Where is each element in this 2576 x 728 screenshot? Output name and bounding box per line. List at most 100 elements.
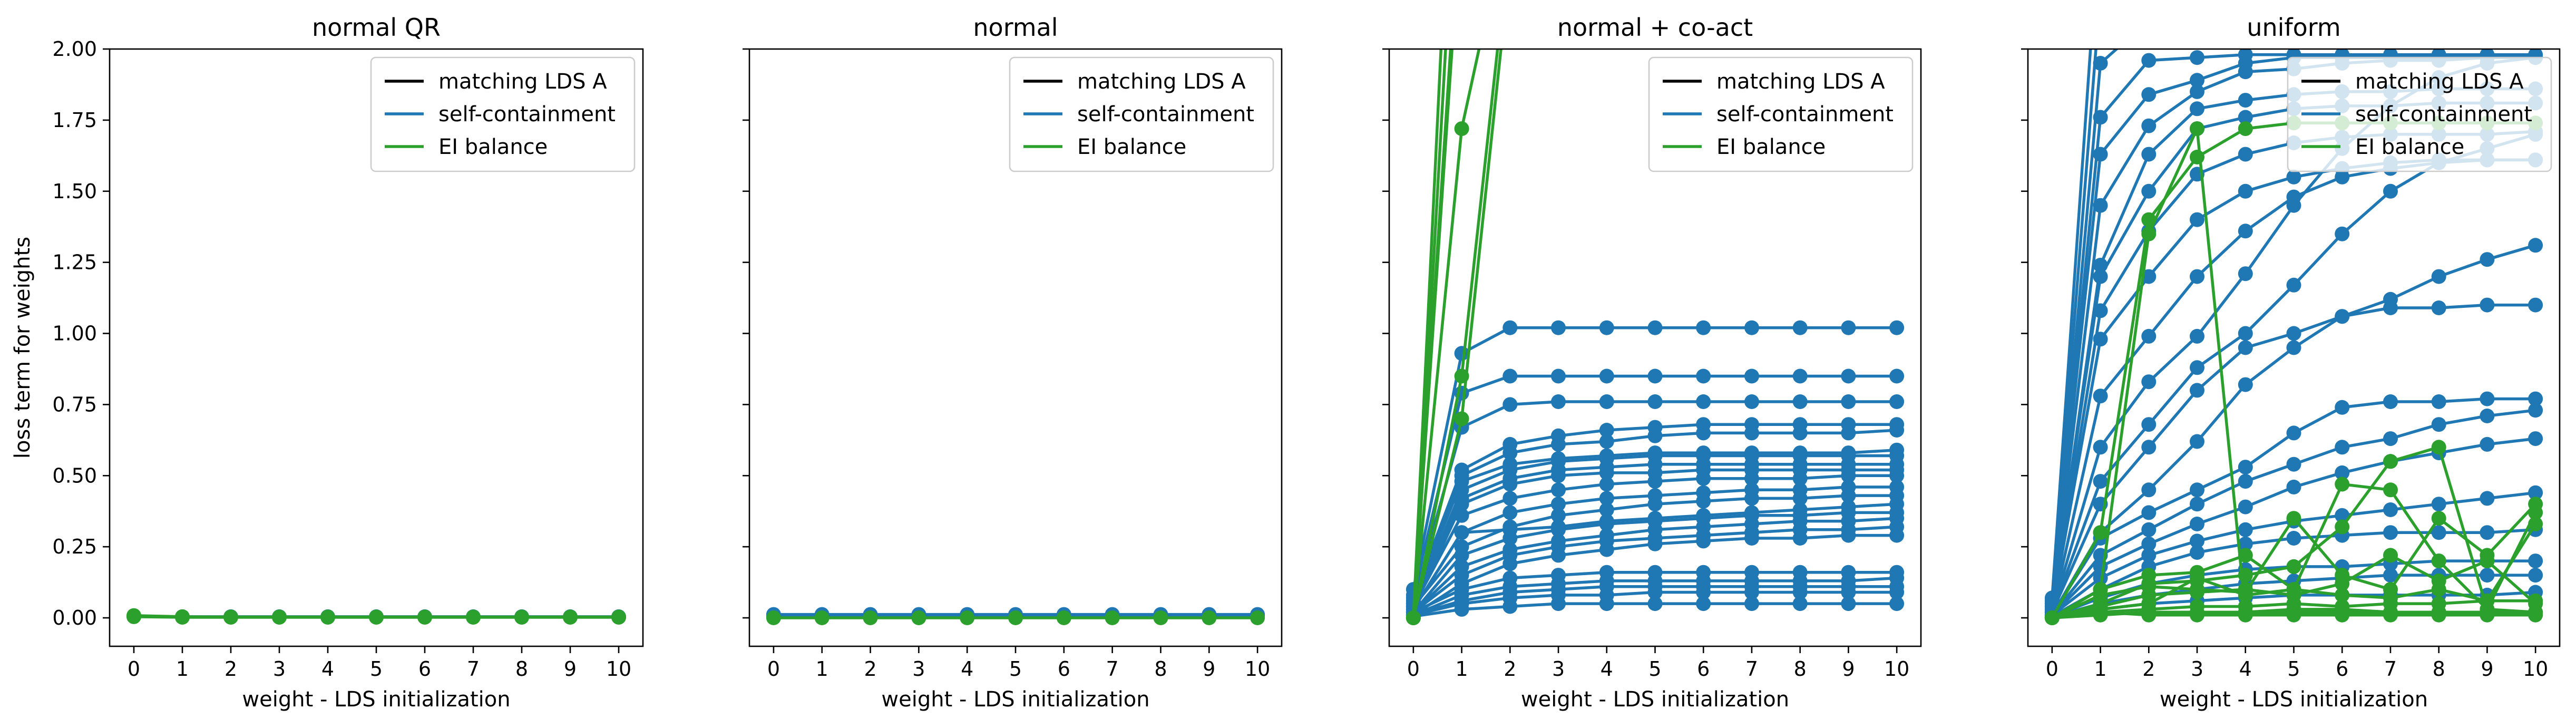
data-point bbox=[1744, 368, 1759, 384]
data-point bbox=[2190, 533, 2204, 549]
series-line bbox=[2051, 49, 2097, 601]
x-axis-label: weight - LDS initialization bbox=[881, 687, 1149, 712]
data-point bbox=[2093, 332, 2108, 347]
y-tick-label: 1.25 bbox=[52, 251, 97, 274]
x-tick-label: 10 bbox=[1884, 657, 1909, 681]
data-point bbox=[2286, 607, 2301, 623]
x-tick-label: 5 bbox=[370, 657, 383, 681]
data-point bbox=[2190, 360, 2204, 375]
x-tick-label: 2 bbox=[2142, 657, 2155, 681]
data-point bbox=[2480, 409, 2495, 423]
data-point bbox=[1841, 596, 1856, 611]
legend-label: self-containment bbox=[438, 102, 616, 127]
data-point bbox=[2141, 440, 2157, 455]
data-point bbox=[863, 610, 878, 625]
x-tick-label: 7 bbox=[1745, 657, 1758, 681]
data-point bbox=[1841, 468, 1856, 483]
x-tick-label: 10 bbox=[2523, 657, 2548, 681]
x-tick-label: 3 bbox=[273, 657, 286, 681]
data-point bbox=[1889, 585, 1905, 600]
data-point bbox=[2431, 417, 2446, 432]
data-point bbox=[223, 610, 238, 625]
data-point bbox=[1744, 425, 1759, 441]
data-point bbox=[960, 610, 975, 625]
data-point bbox=[2383, 300, 2398, 315]
data-point bbox=[1647, 368, 1663, 384]
data-point bbox=[2093, 147, 2108, 162]
data-point bbox=[1696, 585, 1711, 600]
data-point bbox=[2141, 482, 2157, 498]
x-tick-label: 6 bbox=[418, 657, 431, 681]
data-point bbox=[2335, 576, 2350, 591]
x-tick-label: 7 bbox=[1106, 657, 1119, 681]
data-point bbox=[1599, 320, 1614, 335]
data-point bbox=[2238, 340, 2253, 355]
data-point bbox=[2286, 198, 2301, 213]
data-point bbox=[1744, 491, 1759, 506]
data-point bbox=[2141, 183, 2157, 199]
data-point bbox=[1551, 497, 1566, 512]
data-point bbox=[2238, 183, 2253, 199]
data-point bbox=[814, 610, 830, 625]
legend-label: EI balance bbox=[1077, 135, 1186, 159]
data-point bbox=[1744, 394, 1759, 409]
data-point bbox=[1889, 320, 1905, 335]
data-point bbox=[2335, 440, 2350, 455]
data-point bbox=[417, 610, 432, 625]
x-tick-label: 5 bbox=[1648, 657, 1661, 681]
data-point bbox=[2528, 431, 2543, 446]
data-point bbox=[2190, 101, 2204, 117]
x-tick-label: 0 bbox=[767, 657, 780, 681]
y-tick-label: 1.50 bbox=[52, 180, 97, 203]
data-point bbox=[2141, 87, 2157, 102]
data-point bbox=[2141, 328, 2157, 344]
data-point bbox=[1454, 601, 1469, 617]
chart-title: uniform bbox=[2247, 13, 2340, 42]
data-point bbox=[2190, 570, 2204, 586]
legend-label: EI balance bbox=[438, 135, 548, 159]
data-point bbox=[2190, 328, 2204, 344]
x-tick-label: 0 bbox=[128, 657, 140, 681]
data-point bbox=[1647, 585, 1663, 600]
y-tick-label: 0.25 bbox=[52, 535, 97, 558]
data-point bbox=[1008, 610, 1023, 625]
data-point bbox=[1647, 596, 1663, 611]
legend: matching LDS A self-containment EI balance bbox=[2287, 56, 2552, 172]
data-point bbox=[2141, 522, 2157, 537]
x-tick-label: 6 bbox=[1697, 657, 1710, 681]
data-point bbox=[1502, 477, 1518, 492]
chart-panel: 0 1 2 3 4 5 6 7 8 9 10 normal weight - LDS initializ… bbox=[743, 13, 1283, 712]
data-point bbox=[2093, 525, 2108, 540]
data-point bbox=[1502, 491, 1518, 506]
x-tick-label: 5 bbox=[2287, 657, 2300, 681]
data-point bbox=[2141, 53, 2157, 68]
data-point bbox=[2141, 374, 2157, 390]
data-point bbox=[2044, 610, 2060, 625]
data-point bbox=[1841, 585, 1856, 600]
data-point bbox=[1551, 320, 1566, 335]
data-point bbox=[2383, 183, 2398, 199]
data-point bbox=[1454, 497, 1469, 512]
data-point bbox=[2093, 389, 2108, 404]
data-point bbox=[2431, 394, 2446, 409]
data-point bbox=[2190, 269, 2204, 284]
data-point bbox=[1841, 488, 1856, 503]
data-point bbox=[514, 610, 529, 625]
data-point bbox=[2431, 525, 2446, 540]
data-point bbox=[1454, 411, 1469, 426]
data-point bbox=[2141, 417, 2157, 432]
data-point bbox=[175, 610, 190, 625]
data-point bbox=[1792, 425, 1808, 441]
data-point bbox=[1792, 394, 1808, 409]
data-point bbox=[1647, 474, 1663, 489]
data-point bbox=[1551, 482, 1566, 498]
data-point bbox=[1599, 596, 1614, 611]
chart-panel: 0 1 2 3 4 5 6 7 8 9 10 normal + co-act weight - LDS … bbox=[1382, 13, 1922, 712]
data-point bbox=[2093, 269, 2108, 284]
data-point bbox=[2190, 517, 2204, 531]
data-point bbox=[2238, 377, 2253, 392]
data-point bbox=[1551, 508, 1566, 523]
data-point bbox=[2383, 568, 2398, 583]
data-point bbox=[2190, 50, 2204, 65]
x-axis-label: weight - LDS initialization bbox=[1521, 687, 1789, 712]
